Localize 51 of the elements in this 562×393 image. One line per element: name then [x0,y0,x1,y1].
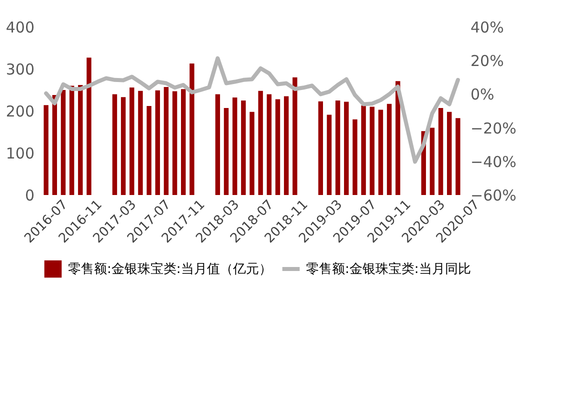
y-tick-label: 0 [24,186,34,204]
bar [430,128,435,195]
bar [258,90,263,195]
bar [438,108,444,195]
bar [446,112,452,195]
bar [335,100,340,195]
bar [181,89,186,195]
bar [224,108,229,195]
bar [292,77,298,195]
bar [78,84,83,195]
bar [155,90,160,195]
bar [232,98,238,195]
bar [275,99,280,195]
bar [130,87,134,195]
bar [146,106,152,195]
bar [266,94,272,195]
bar [386,104,392,195]
y-tick-label: 200 [6,102,34,120]
bar [69,86,74,195]
line-series [44,56,460,164]
bar [326,114,332,195]
bar [361,106,366,195]
bar [241,100,246,195]
y2-tick-label: 40% [470,18,504,36]
y-tick-label: 400 [6,18,34,36]
bar [456,118,460,195]
y2-tick-label: 0% [470,86,494,104]
bar [60,90,66,195]
bar [172,91,178,195]
bar [120,97,126,195]
bar [344,102,349,195]
bar [86,58,92,195]
y2-tick-label: −20% [470,119,516,138]
y-tick-label: 100 [6,144,34,162]
bar [190,64,194,195]
bar [138,90,143,195]
bar [112,94,118,195]
bar [215,94,220,195]
bar [378,110,384,195]
bar [318,101,323,195]
y2-tick-label: −40% [470,152,516,171]
legend-label: 零售额:金银珠宝类:当月同比 [306,261,471,277]
bar [44,105,48,195]
legend-label: 零售额:金银珠宝类:当月值（亿元） [68,261,272,277]
y-tick-label: 300 [6,60,34,78]
bar [164,87,169,195]
y2-tick-label: 20% [470,52,504,70]
bar [250,112,254,195]
bar [284,96,289,195]
bar [352,119,358,195]
bar [370,106,374,195]
